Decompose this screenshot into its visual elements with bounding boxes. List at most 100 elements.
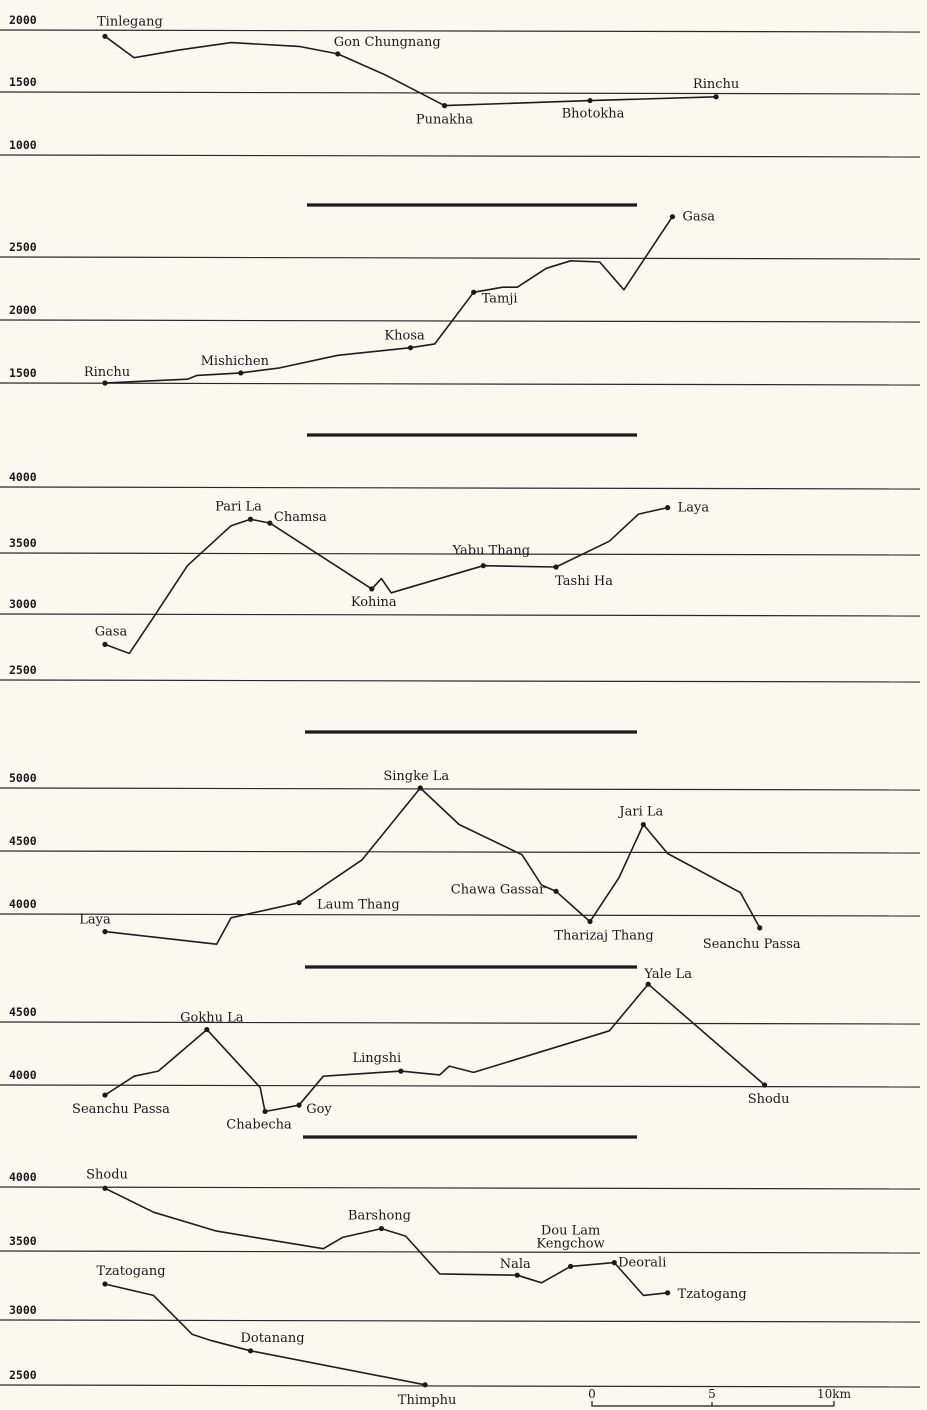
place-label: Tashi Ha — [555, 574, 613, 589]
place-label: Shodu — [748, 1092, 790, 1107]
place-label: Mishichen — [201, 354, 270, 369]
place-label: Gokhu La — [180, 1011, 244, 1026]
place-label: Laya — [678, 501, 710, 516]
place-label: Tzatogang — [678, 1287, 747, 1302]
y-tick-label: 3500 — [9, 536, 37, 550]
gridline-4000 — [0, 1084, 921, 1088]
place-label: Tamji — [482, 291, 518, 306]
elevation-line — [104, 35, 717, 107]
gridline-2000 — [0, 29, 921, 33]
place-point — [713, 94, 719, 100]
y-tick-label: 1000 — [9, 138, 37, 152]
profile-panel-2: 2500 2000 1500 Rinchu Mishichen Khosa Tamji Gas… — [0, 210, 921, 386]
place-point — [102, 929, 108, 935]
elevation-line — [104, 787, 761, 945]
place-point — [407, 345, 414, 351]
y-tick-label: 3500 — [9, 1234, 37, 1248]
y-tick-label: 5000 — [9, 771, 37, 785]
place-label: Thimphu — [398, 1393, 457, 1408]
place-point — [247, 1348, 254, 1354]
scale-label: 0 — [588, 1387, 596, 1401]
place-point — [102, 33, 108, 39]
profile-panel-3: 4000 3500 3000 2500 Gasa Pari La Chamsa Kohina Y… — [0, 470, 921, 683]
place-point — [417, 785, 423, 791]
place-point — [480, 563, 486, 569]
place-label: Chamsa — [274, 510, 327, 525]
place-point — [611, 1260, 617, 1266]
place-label: Yale La — [643, 967, 692, 982]
place-point — [669, 214, 676, 220]
place-label: Pari La — [215, 499, 262, 514]
place-point — [369, 586, 375, 592]
place-point — [645, 981, 651, 987]
y-tick-label: 4000 — [9, 1068, 37, 1082]
gridline-4000 — [0, 486, 921, 490]
place-label: Laum Thang — [317, 898, 400, 913]
place-label: Dou Lam — [541, 1223, 600, 1238]
gridline-4000 — [0, 913, 921, 917]
place-label: Goy — [306, 1102, 332, 1117]
place-point — [296, 1102, 302, 1108]
y-tick-label: 3000 — [9, 597, 37, 611]
place-label: Kengchow — [536, 1236, 604, 1251]
place-point — [296, 900, 302, 906]
scale-label: 5 — [708, 1387, 716, 1401]
y-tick-label: 4500 — [9, 1005, 37, 1019]
place-point — [102, 1185, 108, 1191]
place-label: Gasa — [95, 624, 128, 639]
place-point — [247, 516, 254, 522]
gridline-1500 — [0, 91, 921, 95]
y-tick-label: 4000 — [9, 897, 37, 911]
place-label: Seanchu Passa — [703, 937, 801, 952]
place-label: Rinchu — [693, 77, 739, 92]
place-label: Tinlegang — [97, 14, 163, 29]
place-point — [238, 370, 244, 376]
y-tick-label: 2000 — [9, 303, 37, 317]
place-label: Chabecha — [226, 1117, 292, 1132]
place-point — [204, 1026, 210, 1033]
y-tick-label: 2000 — [9, 13, 37, 27]
place-point — [762, 1082, 768, 1088]
profile-panel-1: 2000 1500 1000 Tinlegang Gon Chungnang Punakh… — [0, 13, 921, 158]
place-point — [587, 918, 593, 925]
place-label: Jari La — [617, 805, 663, 820]
place-point — [335, 51, 341, 57]
place-label: Punakha — [416, 113, 473, 128]
place-label: Khosa — [384, 329, 425, 344]
place-point — [378, 1225, 385, 1232]
y-tick-label: 1500 — [9, 366, 37, 380]
place-point — [422, 1382, 428, 1388]
place-label: Tharizaj Thang — [554, 929, 653, 944]
gridline-2000 — [0, 319, 921, 323]
gridline-3500 — [0, 1250, 921, 1254]
y-tick-label: 2500 — [9, 663, 37, 677]
place-point — [102, 1092, 108, 1098]
gridline-3500 — [0, 552, 921, 556]
place-label: Barshong — [348, 1209, 411, 1224]
place-label: Rinchu — [84, 365, 130, 380]
place-point — [568, 1263, 574, 1269]
profile-panel-4: 5000 4500 4000 Laya Laum Thang Singke La Chawa… — [0, 769, 921, 952]
place-label: Singke La — [383, 769, 449, 784]
y-tick-label: 2500 — [9, 240, 37, 254]
place-point — [441, 103, 448, 109]
place-label: Laya — [79, 913, 111, 928]
y-tick-label: 4000 — [9, 470, 37, 484]
y-tick-label: 3000 — [9, 1303, 37, 1317]
gridline-2500 — [0, 1384, 921, 1388]
gridline-3000 — [0, 1319, 921, 1323]
y-tick-label: 1500 — [9, 75, 37, 89]
place-label: Gon Chungnang — [334, 35, 441, 50]
place-label: Yabu Thang — [451, 544, 530, 559]
gridline-3000 — [0, 613, 921, 617]
scale-bar — [591, 1401, 835, 1407]
place-point — [102, 1281, 108, 1287]
place-label: Gasa — [682, 210, 715, 225]
place-point — [757, 925, 763, 931]
place-label: Deorali — [618, 1256, 666, 1271]
place-label: Bhotokha — [562, 107, 625, 122]
place-point — [665, 505, 671, 511]
elevation-line — [104, 1187, 669, 1297]
